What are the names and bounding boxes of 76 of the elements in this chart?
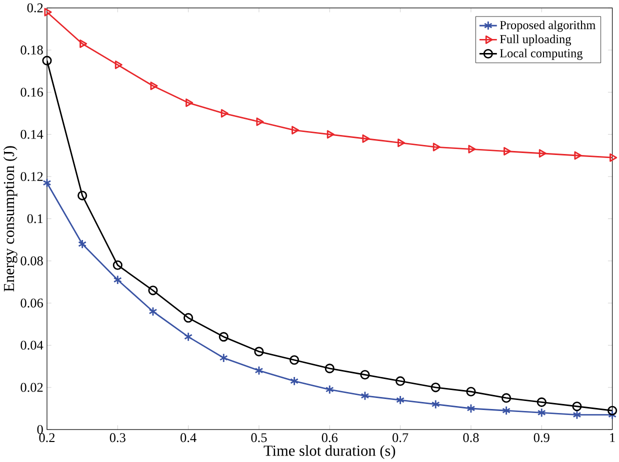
- point: [466, 404, 476, 414]
- y-tick-label: 0.06: [20, 298, 43, 308]
- legend-label: Full uploading: [500, 34, 572, 46]
- point: [78, 239, 87, 249]
- x-tick-label: 0.3: [110, 433, 126, 442]
- point: [608, 410, 617, 420]
- point: [42, 178, 52, 188]
- point: [572, 410, 582, 420]
- y-axis-title: Energy consumption (J): [3, 146, 18, 292]
- point: [431, 399, 440, 409]
- x-tick-label: 1: [610, 433, 615, 442]
- point: [186, 98, 194, 107]
- y-tick-label: 0.16: [20, 88, 43, 97]
- point: [572, 401, 582, 412]
- point: [44, 8, 52, 16]
- point: [537, 408, 546, 418]
- point: [362, 134, 370, 143]
- point: [42, 56, 52, 66]
- point: [430, 382, 440, 392]
- point: [254, 346, 264, 356]
- point: [502, 406, 511, 416]
- point: [610, 153, 618, 162]
- point: [184, 332, 193, 342]
- point: [432, 142, 440, 152]
- point: [148, 306, 158, 316]
- y-tick-label: 0.02: [20, 382, 43, 392]
- point: [150, 81, 158, 90]
- point: [325, 384, 334, 394]
- point: [504, 146, 512, 156]
- x-tick-label: 0.5: [251, 433, 267, 442]
- point: [466, 386, 476, 396]
- x-tick-label: 0.8: [463, 433, 479, 442]
- point: [398, 138, 406, 147]
- point: [538, 148, 546, 158]
- point: [326, 130, 334, 138]
- point: [360, 390, 370, 400]
- y-tick-label: 0: [37, 424, 43, 434]
- point: [396, 376, 406, 386]
- y-tick-label: 0.12: [20, 172, 43, 181]
- point: [220, 108, 228, 118]
- point: [536, 397, 546, 407]
- x-tick-label: 0.4: [180, 433, 196, 442]
- point: [148, 285, 158, 296]
- x-tick-label: 0.9: [534, 433, 550, 442]
- legend-label: Local computing: [500, 48, 583, 60]
- point: [360, 370, 370, 380]
- point: [468, 144, 476, 154]
- point: [80, 39, 88, 48]
- point: [78, 190, 88, 200]
- point: [292, 126, 300, 134]
- point: [396, 395, 405, 405]
- point: [218, 332, 228, 342]
- point: [256, 117, 264, 126]
- y-tick-label: 0.04: [20, 340, 44, 350]
- y-tick-label: 0.2: [27, 3, 43, 12]
- x-tick-label: 0.2: [39, 433, 55, 442]
- point: [113, 274, 122, 284]
- y-tick-label: 0.1: [27, 214, 43, 224]
- y-tick-label: 0.18: [20, 45, 43, 54]
- point: [324, 363, 334, 374]
- point: [114, 60, 122, 69]
- x-axis-title: Time slot duration (s): [264, 444, 396, 459]
- point: [112, 260, 122, 270]
- point: [184, 312, 194, 322]
- x-tick-label: 0.7: [392, 433, 408, 442]
- x-tick-label: 0.6: [322, 433, 338, 442]
- point: [608, 406, 618, 416]
- point: [574, 151, 582, 160]
- legend-label: Proposed algorithm: [500, 20, 596, 32]
- point: [254, 366, 264, 376]
- point: [290, 376, 299, 386]
- y-tick-label: 0.14: [20, 130, 44, 139]
- point: [219, 352, 228, 363]
- y-tick-label: 0.08: [20, 256, 43, 266]
- point: [290, 355, 300, 365]
- point: [502, 392, 512, 403]
